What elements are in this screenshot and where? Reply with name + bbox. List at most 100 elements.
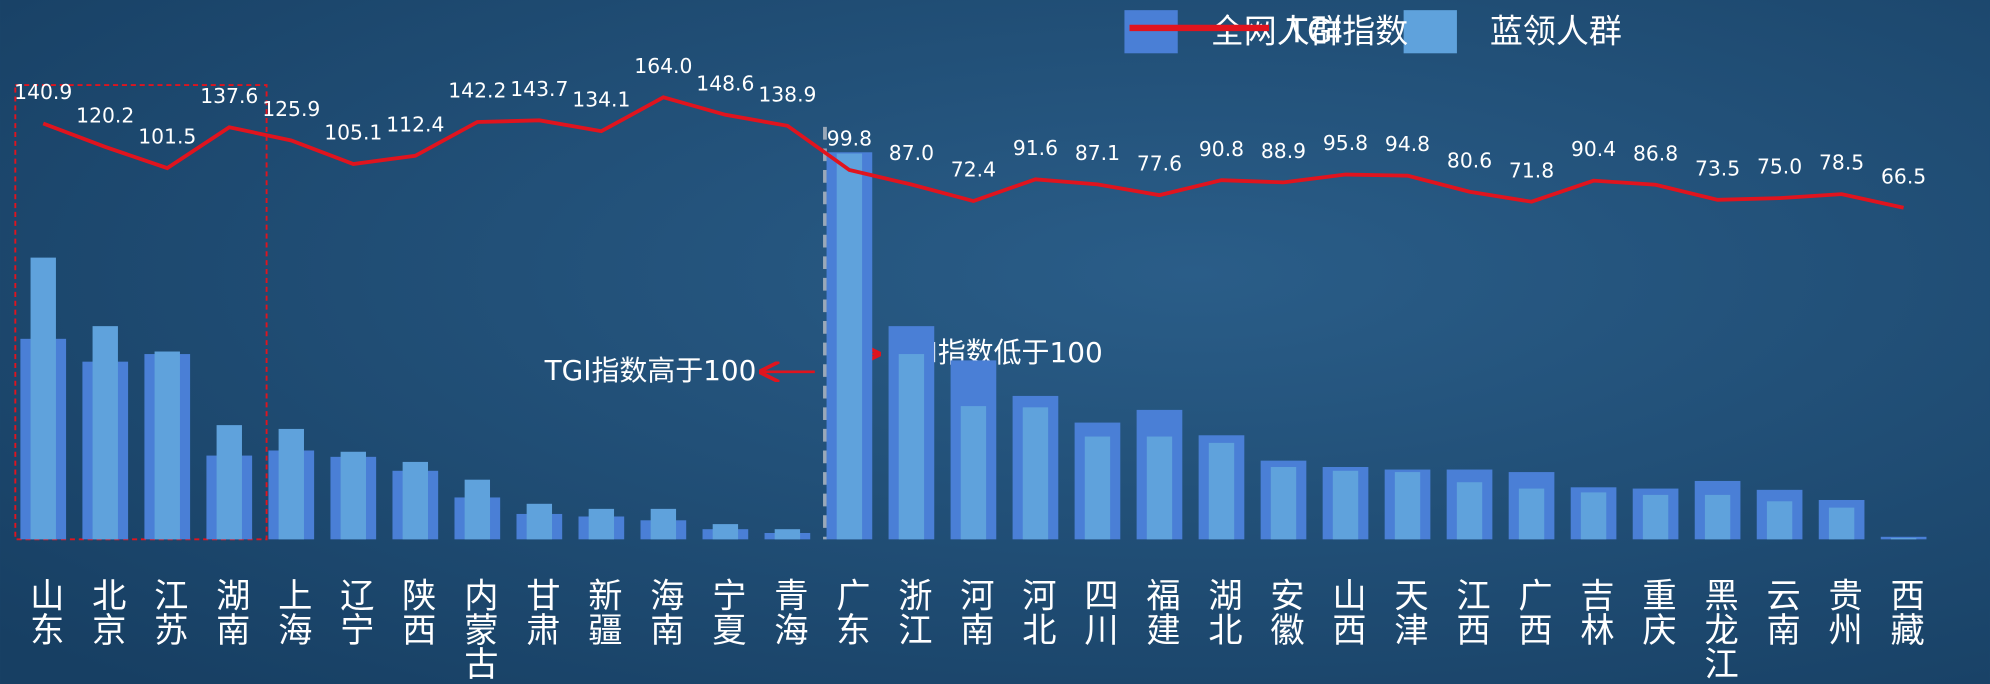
data-label: 77.6 xyxy=(1137,152,1182,176)
bar xyxy=(1643,495,1668,539)
bar xyxy=(1581,492,1606,539)
bar xyxy=(1085,437,1110,540)
bar xyxy=(1891,538,1916,539)
legend-swatch xyxy=(1404,10,1457,53)
bar xyxy=(961,406,986,539)
data-label: 105.1 xyxy=(324,121,382,145)
x-tick-label: 山东 xyxy=(23,577,63,646)
bar xyxy=(1395,472,1420,539)
bar xyxy=(279,429,304,539)
x-tick-label: 广东 xyxy=(829,577,869,646)
bar xyxy=(155,352,180,540)
bar xyxy=(1519,489,1544,540)
data-label: 71.8 xyxy=(1509,158,1554,182)
x-tick-label: 江西 xyxy=(1450,577,1490,646)
bar xyxy=(1457,482,1482,539)
data-label: 142.2 xyxy=(448,79,506,103)
bar xyxy=(1209,443,1234,539)
bar xyxy=(341,452,366,540)
x-tick-label: 贵州 xyxy=(1822,577,1863,646)
x-tick-label: 西藏 xyxy=(1884,577,1924,646)
bar xyxy=(1271,467,1296,539)
data-label: 88.9 xyxy=(1261,139,1306,163)
legend-label: 蓝领人群 xyxy=(1490,11,1622,50)
data-label: 138.9 xyxy=(758,82,816,106)
bar xyxy=(1333,471,1358,540)
data-label: 66.5 xyxy=(1881,164,1926,188)
page: {"chart_data":{"type":"bar","categories"… xyxy=(0,0,1990,684)
x-tick-label: 吉林 xyxy=(1574,577,1615,646)
x-tick-label: 黑龙江 xyxy=(1698,577,1738,680)
x-tick-label: 湖北 xyxy=(1201,577,1241,646)
data-label: 137.6 xyxy=(200,84,258,108)
data-label: 112.4 xyxy=(386,112,444,136)
bar xyxy=(1829,508,1854,540)
bar xyxy=(1147,437,1172,540)
bar xyxy=(837,154,862,540)
bar xyxy=(713,524,738,539)
x-tick-label: 浙江 xyxy=(891,577,931,646)
x-tick-label: 海南 xyxy=(643,577,683,646)
x-tick-label: 湖南 xyxy=(209,577,249,646)
data-label: 120.2 xyxy=(76,103,134,127)
data-label: 99.8 xyxy=(827,127,872,151)
data-label: 140.9 xyxy=(14,80,72,104)
data-label: 73.5 xyxy=(1695,156,1740,180)
x-tick-label: 辽宁 xyxy=(333,577,373,646)
x-tick-label: 北京 xyxy=(85,577,125,646)
data-label: 134.1 xyxy=(572,88,630,112)
x-tick-label: 内蒙古 xyxy=(457,577,497,680)
x-tick-label: 重庆 xyxy=(1636,577,1677,646)
data-label: 80.6 xyxy=(1447,148,1492,172)
data-label: 86.8 xyxy=(1633,141,1678,165)
data-label: 164.0 xyxy=(634,54,692,78)
data-label: 101.5 xyxy=(138,125,196,149)
data-label: 148.6 xyxy=(696,71,754,95)
x-tick-label: 宁夏 xyxy=(705,577,745,646)
data-label: 87.1 xyxy=(1075,141,1120,165)
x-tick-label: 河北 xyxy=(1015,577,1055,646)
annotation: TGI指数高于100 xyxy=(544,354,757,387)
x-tick-label: 青海 xyxy=(767,577,807,646)
x-tick-label: 陕西 xyxy=(395,577,435,646)
x-tick-label: 安徽 xyxy=(1263,577,1304,646)
bar xyxy=(1705,495,1730,539)
data-label: 72.4 xyxy=(951,158,996,182)
bar xyxy=(651,509,676,539)
data-label: 95.8 xyxy=(1323,131,1368,155)
x-tick-label: 上海 xyxy=(271,577,311,646)
x-tick-label: 新疆 xyxy=(581,577,621,646)
data-label: 91.6 xyxy=(1013,136,1058,160)
data-label: 125.9 xyxy=(262,97,320,121)
legend-swatch xyxy=(1124,10,1177,53)
data-label: 143.7 xyxy=(510,77,568,101)
bar xyxy=(465,480,490,540)
data-label: 90.4 xyxy=(1571,137,1616,161)
x-tick-label: 云南 xyxy=(1760,577,1800,646)
x-tick-label: 四川 xyxy=(1077,577,1118,646)
chart: TGI指数高于100 TGI指数低于100 140.9120.2101.5137… xyxy=(0,0,1990,684)
legend-label: TGI指数 xyxy=(1286,11,1408,50)
x-tick-label: 甘肃 xyxy=(519,577,559,646)
bar xyxy=(527,504,552,540)
x-tick-label: 广西 xyxy=(1512,577,1552,646)
data-label: 94.8 xyxy=(1385,132,1430,156)
bar xyxy=(589,509,614,539)
bar xyxy=(93,326,118,539)
x-tick-label: 山西 xyxy=(1326,577,1366,646)
x-tick-label: 江苏 xyxy=(147,577,187,646)
data-label: 75.0 xyxy=(1757,155,1802,179)
x-tick-label: 天津 xyxy=(1388,577,1428,646)
bar xyxy=(775,529,800,539)
data-label: 87.0 xyxy=(889,141,934,165)
x-tick-label: 福建 xyxy=(1139,577,1180,646)
bar xyxy=(1767,501,1792,539)
bar xyxy=(899,354,924,539)
data-label: 78.5 xyxy=(1819,151,1864,175)
bar xyxy=(403,462,428,539)
bar xyxy=(1023,407,1048,539)
x-tick-label: 河南 xyxy=(953,577,993,646)
bar xyxy=(31,258,56,540)
bar xyxy=(217,425,242,539)
data-label: 90.8 xyxy=(1199,137,1244,161)
